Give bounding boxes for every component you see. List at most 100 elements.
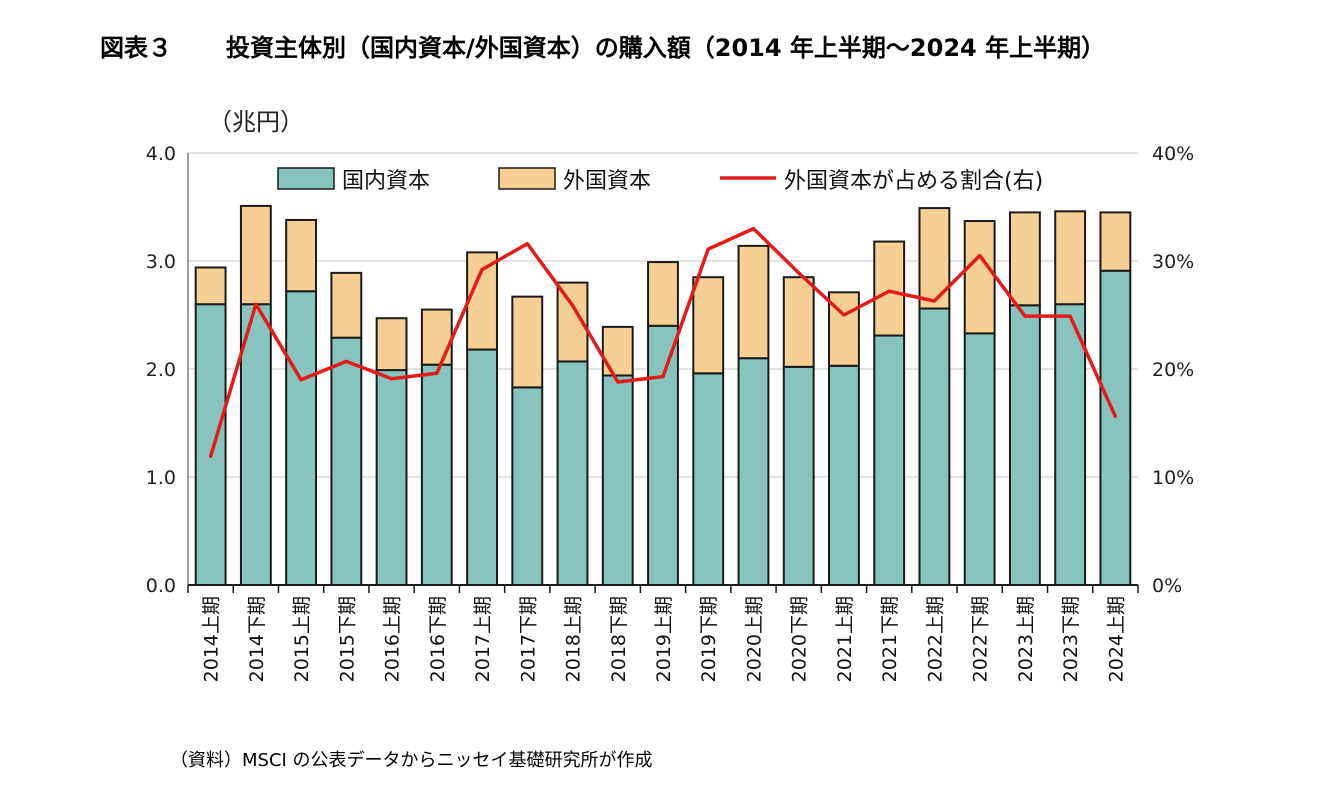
- ratio-line-series: [208, 226, 1117, 458]
- ratio-point-2019上期: [661, 375, 665, 379]
- bar-foreign-2014上期: [194, 266, 227, 306]
- x-axis-category-labels: 2014上期 2014下期 2015上期 2015下期 2016上期 2016下期 2017…: [201, 596, 1128, 682]
- category-label: 2019上期: [653, 596, 675, 682]
- category-label: 2020上期: [744, 596, 766, 682]
- bar-foreign-2022下期: [963, 220, 996, 335]
- y-tick-label: 4.0: [146, 143, 176, 165]
- category-label: 2018上期: [563, 596, 585, 682]
- category-label: 2018下期: [608, 596, 630, 682]
- ratio-point-2024上期: [1113, 415, 1117, 419]
- legend-label-ratio: 外国資本が占める割合(右): [784, 169, 1043, 194]
- bar-domestic-2015下期: [330, 336, 363, 586]
- y-axis-right-ticks: 0% 10% 20% 30% 40%: [1152, 143, 1194, 597]
- bar-foreign-2015下期: [330, 271, 363, 339]
- legend: 国内資本 外国資本 外国資本が占める割合(右): [277, 167, 1043, 194]
- y2-tick-label: 0%: [1152, 575, 1182, 597]
- ratio-point-2014上期: [209, 454, 213, 458]
- ratio-point-2022上期: [932, 299, 936, 303]
- y-tick-label: 2.0: [146, 359, 176, 381]
- bar-foreign-2024上期: [1099, 211, 1132, 272]
- bar-foreign-2019下期: [692, 276, 725, 375]
- ratio-point-2016下期: [435, 371, 439, 375]
- bar-foreign-2019上期: [647, 261, 679, 327]
- ratio-point-2017下期: [525, 242, 529, 246]
- ratio-point-2014下期: [254, 302, 258, 306]
- bar-domestic-2021下期: [873, 334, 906, 586]
- bar-domestic-2016下期: [420, 363, 453, 586]
- category-label: 2021上期: [834, 596, 856, 682]
- bar-foreign-2022上期: [918, 207, 951, 310]
- bar-domestic-2017下期: [511, 386, 544, 586]
- bar-domestic-2022上期: [918, 307, 951, 586]
- ratio-point-2018下期: [616, 380, 620, 384]
- ratio-point-2023下期: [1068, 314, 1072, 318]
- y2-tick-label: 20%: [1152, 359, 1194, 381]
- y2-tick-label: 30%: [1152, 251, 1194, 273]
- bars: [194, 204, 1132, 587]
- category-label: 2014上期: [201, 596, 223, 682]
- category-label: 2024上期: [1105, 596, 1127, 682]
- source-note: （資料）MSCI の公表データからニッセイ基礎研究所が作成: [170, 750, 653, 771]
- bar-domestic-2016上期: [375, 369, 408, 586]
- bar-domestic-2023上期: [1008, 304, 1041, 586]
- legend-swatch-foreign: [498, 167, 556, 190]
- y-tick-label: 1.0: [146, 467, 176, 489]
- bar-domestic-2018上期: [556, 360, 589, 586]
- legend-label-foreign: 外国資本: [563, 169, 651, 194]
- bar-domestic-2014上期: [194, 303, 227, 586]
- bar-domestic-2023下期: [1054, 303, 1087, 586]
- category-label: 2022下期: [970, 596, 992, 682]
- bar-foreign-2017上期: [466, 251, 498, 351]
- ratio-point-2022下期: [978, 254, 982, 258]
- y-tick-label: 3.0: [146, 251, 176, 273]
- bar-domestic-2014下期: [239, 303, 272, 586]
- chart-title: 投資主体別（国内資本/外国資本）の購入額（2014 年上半期～2024 年上半期…: [226, 34, 1105, 62]
- y-axis-left-ticks: 0.0 1.0 2.0 3.0 4.0: [146, 143, 176, 597]
- bar-foreign-2020上期: [737, 244, 770, 360]
- bar-foreign-2014下期: [239, 204, 272, 306]
- category-label: 2020下期: [789, 596, 811, 682]
- ratio-point-2020上期: [751, 227, 755, 231]
- y2-tick-label: 10%: [1152, 467, 1194, 489]
- bar-foreign-2016上期: [375, 317, 408, 372]
- ratio-point-2021下期: [887, 289, 891, 293]
- bar-foreign-2015上期: [285, 218, 318, 293]
- axes: [187, 153, 1139, 593]
- bar-foreign-2017下期: [511, 295, 544, 389]
- category-label: 2015下期: [336, 596, 358, 682]
- bar-foreign-2023上期: [1008, 211, 1041, 307]
- category-label: 2016上期: [382, 596, 404, 682]
- bar-foreign-2018下期: [601, 325, 634, 377]
- bar-domestic-2020下期: [782, 365, 815, 586]
- bar-foreign-2016下期: [420, 308, 453, 366]
- ratio-point-2023上期: [1023, 314, 1027, 318]
- category-label: 2015上期: [291, 596, 313, 682]
- category-label: 2017上期: [472, 596, 494, 682]
- bar-domestic-2022下期: [963, 332, 996, 586]
- category-label: 2022上期: [924, 596, 946, 682]
- ratio-point-2021上期: [842, 313, 846, 317]
- bar-domestic-2021上期: [828, 364, 860, 587]
- bar-domestic-2017上期: [466, 348, 498, 586]
- y-tick-label: 0.0: [146, 575, 176, 597]
- category-label: 2023下期: [1060, 596, 1082, 682]
- category-label: 2017下期: [517, 596, 539, 682]
- category-label: 2021下期: [879, 596, 901, 682]
- y2-tick-label: 40%: [1152, 143, 1194, 165]
- ratio-point-2017上期: [480, 268, 484, 272]
- bar-domestic-2024上期: [1099, 269, 1132, 586]
- bar-domestic-2020上期: [737, 357, 770, 587]
- ratio-point-2015上期: [299, 378, 303, 382]
- ratio-point-2018上期: [571, 303, 575, 307]
- category-label: 2014下期: [246, 596, 268, 682]
- ratio-point-2015下期: [344, 359, 348, 363]
- legend-swatch-domestic: [277, 167, 335, 190]
- category-label: 2023上期: [1015, 596, 1037, 682]
- bar-domestic-2019下期: [692, 372, 725, 586]
- figure-label: 図表３: [100, 34, 172, 62]
- y-axis-unit-label: （兆円）: [208, 108, 304, 136]
- ratio-point-2020下期: [797, 271, 801, 275]
- bar-foreign-2020下期: [782, 276, 815, 368]
- bar-foreign-2021下期: [873, 240, 906, 337]
